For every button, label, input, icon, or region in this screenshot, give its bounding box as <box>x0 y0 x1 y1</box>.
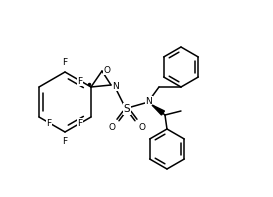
Text: N: N <box>112 82 119 90</box>
Text: O: O <box>108 123 115 132</box>
Text: O: O <box>138 123 146 132</box>
Text: N: N <box>146 97 152 106</box>
Text: F: F <box>78 76 82 85</box>
Text: F: F <box>63 58 67 67</box>
Text: O: O <box>103 65 111 74</box>
Text: F: F <box>78 119 82 127</box>
Text: F: F <box>46 119 52 127</box>
Polygon shape <box>152 105 164 115</box>
Text: F: F <box>63 138 67 147</box>
Text: S: S <box>124 104 130 114</box>
